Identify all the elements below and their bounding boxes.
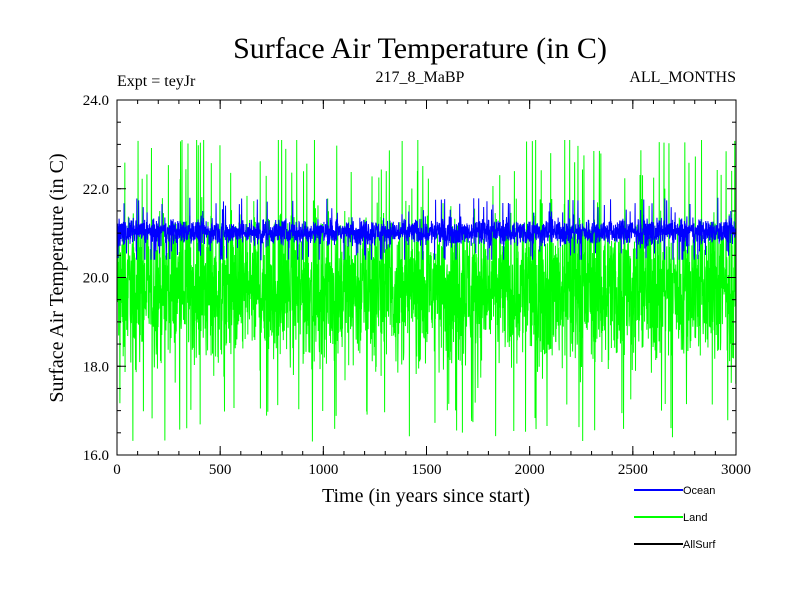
legend-label-land: Land (683, 512, 707, 524)
x-tick-label: 500 (209, 462, 232, 478)
series-line-ocean (116, 197, 737, 261)
y-axis-label: Surface Air Temperature (in C) (46, 153, 68, 402)
y-tick-label: 20.0 (83, 271, 109, 287)
legend-label-ocean: Ocean (683, 485, 715, 497)
series-layer (116, 139, 737, 442)
x-tick-label: 0 (113, 462, 121, 478)
series-line-land (116, 139, 737, 442)
x-tick-label: 2000 (515, 462, 545, 478)
chart-subtitle: 217_8_MaBP (376, 69, 465, 86)
y-tick-label: 16.0 (83, 448, 109, 464)
expt-label: Expt = teyJr (117, 73, 196, 90)
legend-label-allsurf: AllSurf (683, 539, 716, 551)
y-tick-label: 22.0 (83, 182, 109, 198)
x-tick-label: 1500 (412, 462, 442, 478)
x-tick-label: 3000 (721, 462, 751, 478)
x-tick-label: 1000 (308, 462, 338, 478)
axis-layer: 0 500 1000 1500 2000 2500 3000 16.0 18.0 20.0 22.0… (83, 93, 751, 478)
legend: Ocean Land AllSurf (634, 485, 716, 551)
y-tick-label: 18.0 (83, 359, 109, 375)
chart-title: Surface Air Temperature (in C) (233, 32, 607, 65)
y-tick-label: 24.0 (83, 93, 109, 109)
x-axis-label: Time (in years since start) (322, 485, 530, 507)
months-label: ALL_MONTHS (629, 69, 736, 86)
x-tick-label: 2500 (618, 462, 648, 478)
